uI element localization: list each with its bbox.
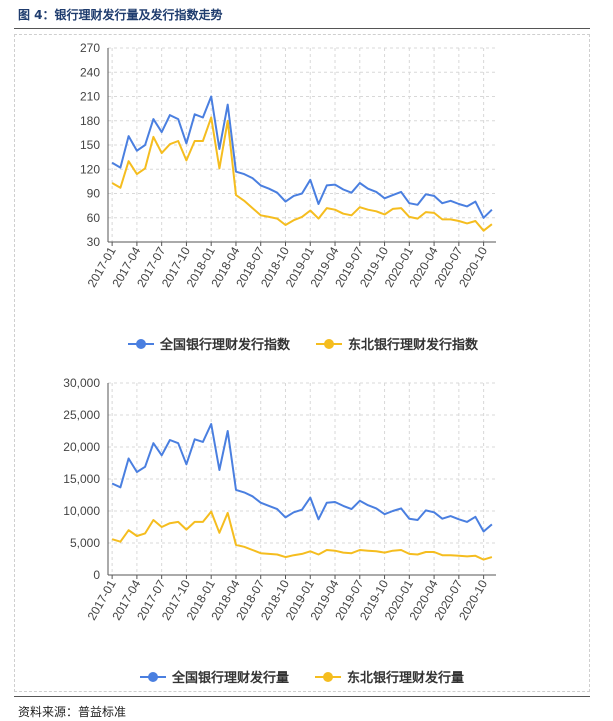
legend-northeast-volume[interactable]: 东北银行理财发行量 [315, 667, 464, 686]
y-tick-label: 10,000 [63, 504, 100, 518]
y-tick-label: 30 [87, 235, 101, 249]
y-tick-label: 60 [87, 211, 101, 225]
index-legend: 全国银行理财发行指数 东北银行理财发行指数 [128, 334, 478, 353]
y-tick-label: 150 [80, 138, 100, 152]
northeast-swatch-icon [315, 671, 342, 683]
bottom-rule [14, 696, 590, 697]
national-series-line[interactable] [111, 95, 493, 219]
y-tick-label: 0 [93, 568, 100, 582]
northeast-swatch-icon [316, 338, 343, 350]
northeast-series-line[interactable] [111, 116, 493, 232]
y-tick-label: 20,000 [63, 440, 100, 454]
chart-frame [14, 34, 590, 692]
source-note: 资料来源：普益标准 [18, 705, 127, 719]
volume-legend: 全国银行理财发行量 东北银行理财发行量 [140, 667, 464, 686]
national-series-line[interactable] [111, 423, 493, 533]
y-tick-label: 180 [80, 114, 100, 128]
y-tick-label: 30,000 [63, 376, 100, 390]
index-chart: 3060901201501802102402702017-012017-0420… [80, 41, 496, 290]
national-swatch-icon [140, 671, 166, 683]
figure-title: 图 4：银行理财发行量及发行指数走势 [18, 8, 223, 22]
national-swatch-icon [128, 338, 154, 350]
y-tick-label: 270 [80, 41, 100, 55]
y-tick-label: 25,000 [63, 408, 100, 422]
y-tick-label: 5,000 [70, 536, 100, 550]
top-rule [14, 28, 590, 29]
y-tick-label: 15,000 [63, 472, 100, 486]
legend-northeast-index[interactable]: 东北银行理财发行指数 [316, 334, 478, 353]
legend-label: 东北银行理财发行量 [347, 671, 465, 686]
y-tick-label: 90 [87, 187, 101, 201]
legend-label: 东北银行理财发行指数 [348, 338, 479, 353]
legend-label: 全国银行理财发行指数 [160, 338, 291, 353]
legend-national-index[interactable]: 全国银行理财发行指数 [128, 334, 290, 353]
northeast-series-line[interactable] [111, 510, 493, 561]
y-tick-label: 210 [80, 90, 100, 104]
legend-label: 全国银行理财发行量 [172, 671, 290, 686]
y-tick-label: 120 [80, 162, 100, 176]
volume-chart: 05,00010,00015,00020,00025,00030,0002017… [63, 376, 496, 623]
y-tick-label: 240 [80, 65, 100, 79]
legend-national-volume[interactable]: 全国银行理财发行量 [140, 667, 289, 686]
